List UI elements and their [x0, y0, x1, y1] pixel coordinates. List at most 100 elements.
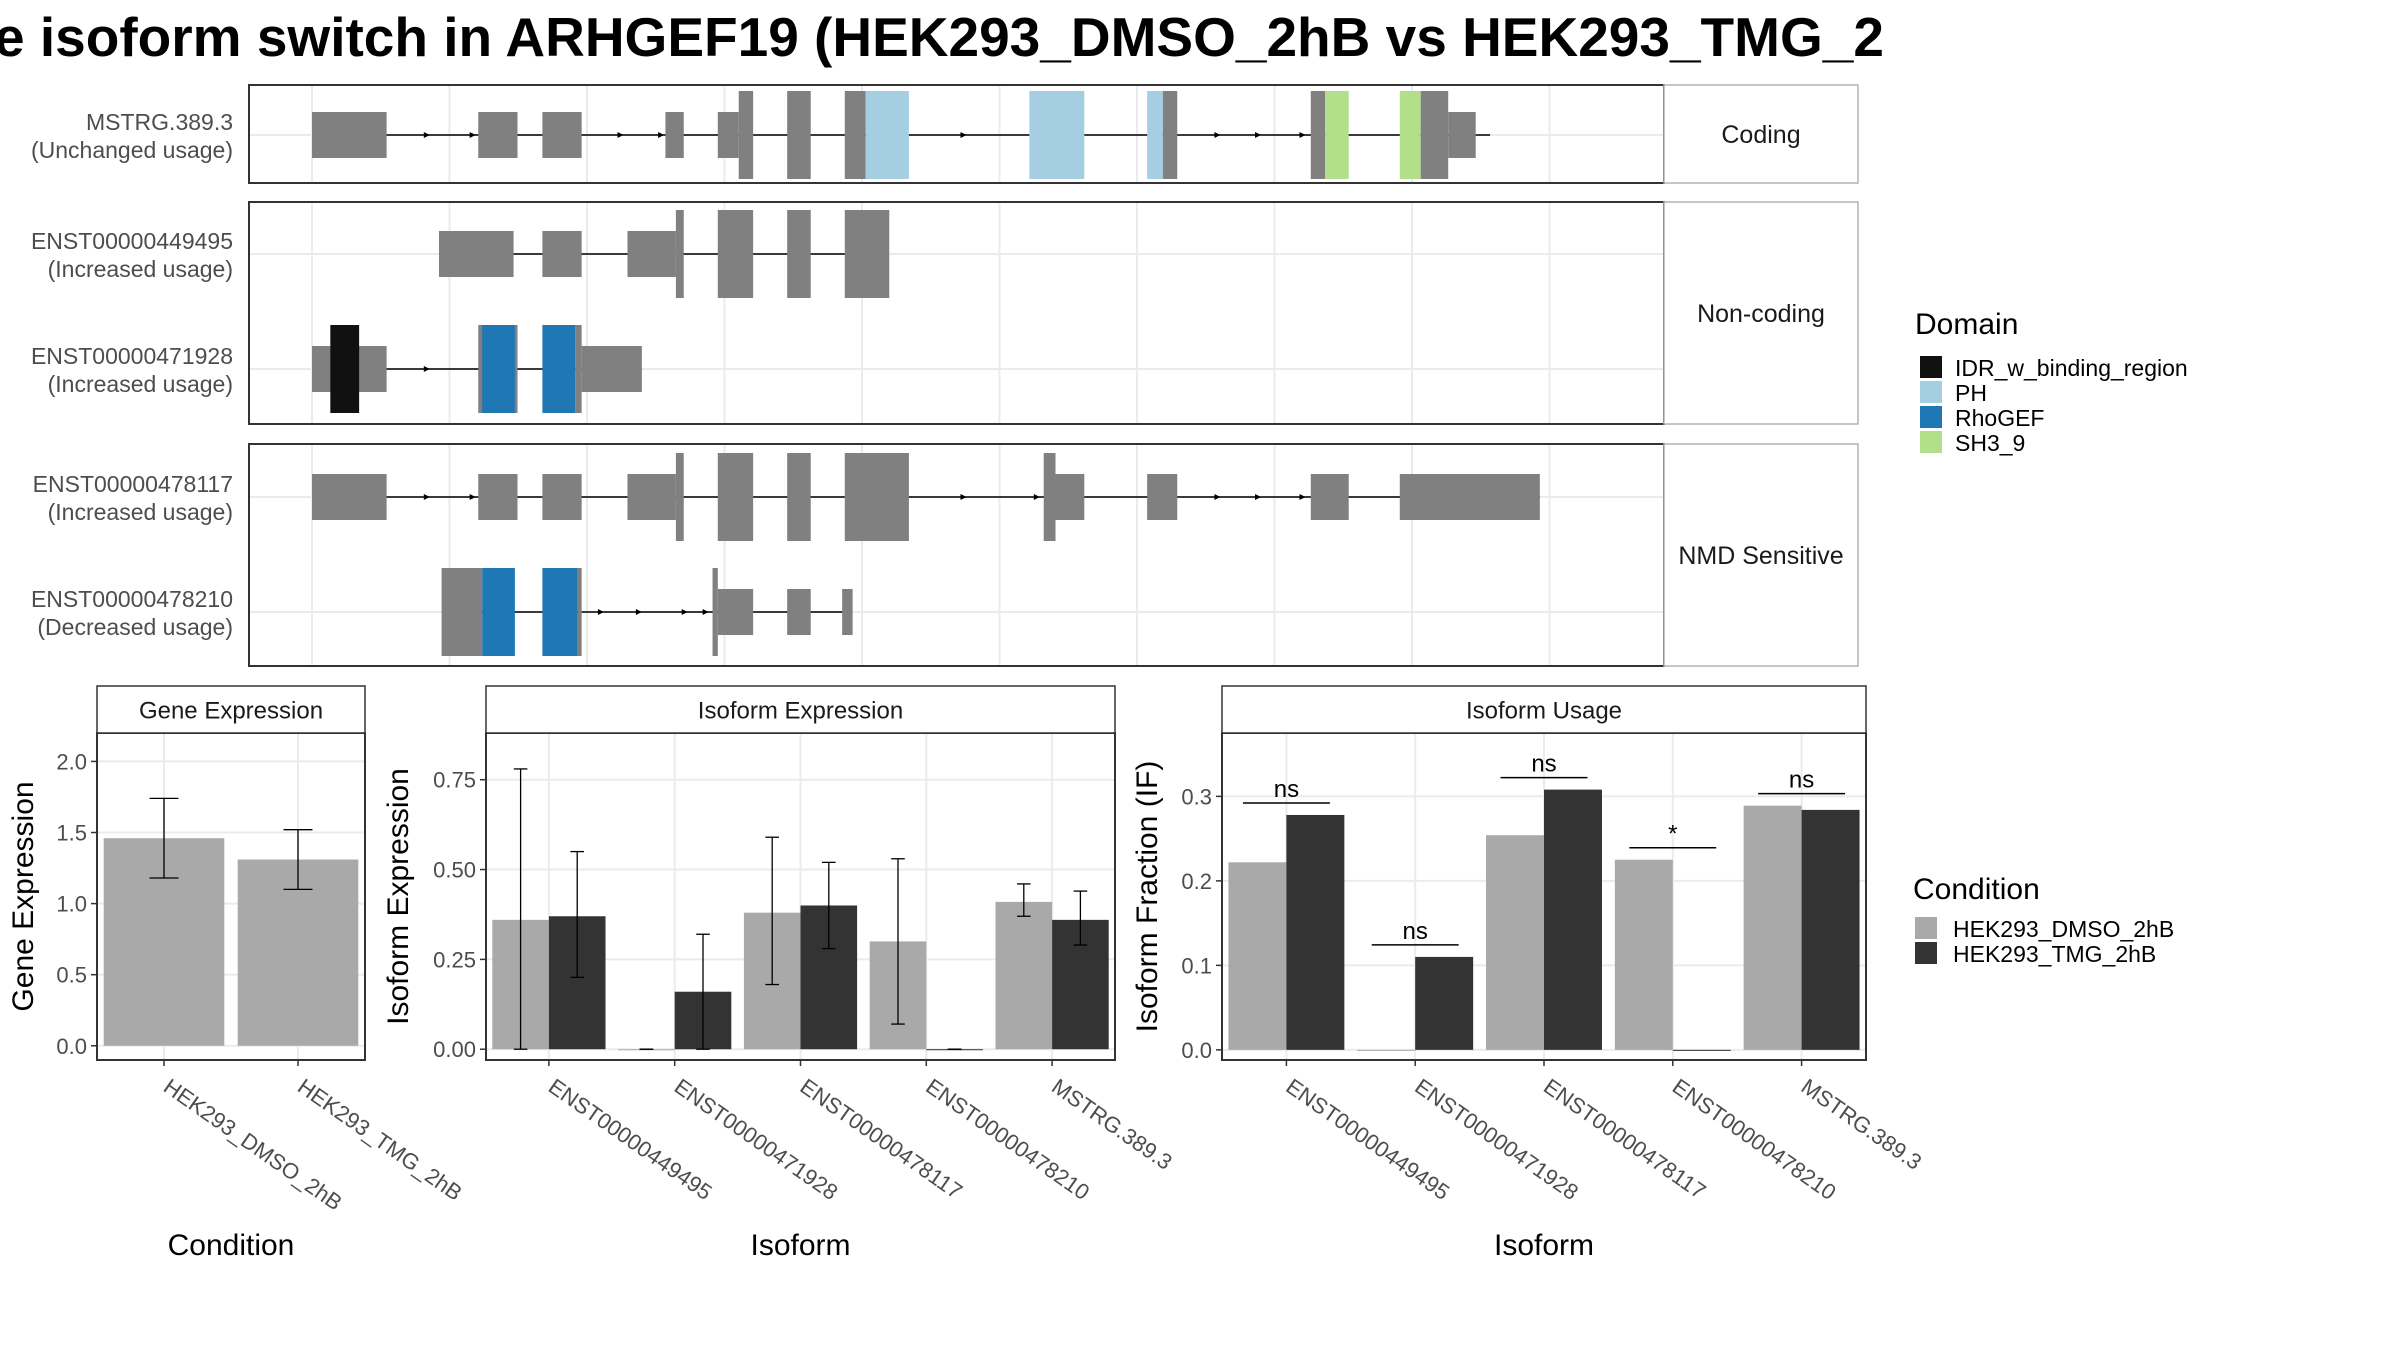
exon — [627, 231, 676, 277]
transcript-name: ENST00000478210 — [31, 586, 233, 612]
domain-legend-label: IDR_w_binding_region — [1955, 355, 2188, 381]
exon — [542, 474, 582, 520]
domain-legend-key — [1920, 431, 1942, 453]
isoform-expression-chart: 0.000.250.500.75ENST00000449495ENST00000… — [382, 685, 1177, 1262]
domain-segment — [1325, 91, 1349, 179]
domain-segment — [482, 325, 515, 413]
intron-arrow — [960, 494, 967, 500]
domain-legend-label: SH3_9 — [1955, 430, 2025, 456]
transcript-structure-plot: Coding MSTRG.389.3(Unchanged usage) Non-co… — [31, 84, 1859, 667]
intron-arrow — [658, 132, 665, 138]
chart-title: Isoform Usage — [1466, 698, 1622, 725]
intron-arrow — [702, 609, 709, 615]
domain-legend-label: RhoGEF — [1955, 405, 2044, 431]
transcript-usage: (Increased usage) — [48, 256, 233, 282]
bar — [1357, 1049, 1416, 1051]
domain-segment — [542, 568, 578, 656]
y-tick-label: 0.0 — [56, 1034, 87, 1059]
transcript-name: ENST00000449495 — [31, 228, 233, 254]
intron-arrow — [423, 366, 430, 372]
exon — [1310, 91, 1326, 179]
intron-arrow — [960, 132, 967, 138]
exon — [1420, 91, 1449, 179]
bar — [995, 901, 1053, 1050]
exon — [312, 112, 387, 158]
y-tick-label: 0.25 — [433, 947, 476, 972]
intron-arrow — [1255, 494, 1262, 500]
y-tick-label: 0.00 — [433, 1037, 476, 1062]
bar — [1415, 956, 1474, 1050]
exon — [441, 568, 483, 656]
facet-strip — [1221, 685, 1867, 734]
domain-segment — [865, 91, 909, 179]
bar — [1286, 814, 1345, 1050]
exon — [1043, 453, 1056, 541]
domain-segment — [1147, 91, 1163, 179]
exon — [844, 453, 909, 541]
x-axis-label: Isoform — [750, 1229, 850, 1262]
exon — [1399, 474, 1540, 520]
panel-strip-label: Non-coding — [1697, 300, 1825, 328]
exon — [717, 589, 754, 635]
bar — [1743, 805, 1802, 1050]
bar — [1801, 809, 1860, 1050]
exon — [577, 568, 582, 656]
y-axis-label: Gene Expression — [7, 781, 40, 1011]
condition-legend-key — [1915, 942, 1937, 964]
exon — [787, 210, 811, 298]
exon — [1055, 474, 1085, 520]
domain-legend-title: Domain — [1915, 308, 2018, 341]
significance-label: ns — [1403, 918, 1428, 945]
exon — [438, 231, 514, 277]
exon — [675, 453, 684, 541]
domain-legend-key — [1920, 356, 1942, 378]
intron-arrow — [423, 132, 430, 138]
domain-segment — [1029, 91, 1085, 179]
facet-strip — [96, 685, 366, 734]
intron-arrow — [617, 132, 624, 138]
transcript-usage: (Increased usage) — [48, 499, 233, 525]
y-tick-label: 0.50 — [433, 858, 476, 883]
intron-arrow — [1299, 132, 1306, 138]
intron-arrow — [1255, 132, 1262, 138]
exon — [1310, 474, 1349, 520]
exon — [717, 453, 754, 541]
intron-arrow — [1033, 494, 1040, 500]
transcript-usage: (Decreased usage) — [37, 614, 233, 640]
figure-title: e isoform switch in ARHGEF19 (HEK293_DMS… — [0, 6, 1884, 68]
intron-arrow — [597, 609, 604, 615]
transcript-name: ENST00000471928 — [31, 343, 233, 369]
bar — [1544, 789, 1602, 1050]
bar — [1486, 835, 1544, 1050]
exon — [1147, 474, 1178, 520]
exon — [581, 346, 642, 392]
panel-strip-label: NMD Sensitive — [1678, 542, 1843, 570]
x-axis-label: Condition — [168, 1229, 295, 1262]
significance-label: ns — [1274, 776, 1299, 803]
intron-arrow — [423, 494, 430, 500]
domain-segment — [330, 325, 360, 413]
x-tick-label: MSTRG.389.3 — [1797, 1074, 1927, 1175]
isoform-usage-chart: 0.00.10.20.3 nsENST00000449495nsENST00000… — [1131, 685, 1927, 1262]
condition-legend-label: HEK293_DMSO_2hB — [1953, 916, 2174, 942]
y-axis-label: Isoform Fraction (IF) — [1131, 761, 1164, 1033]
exon — [312, 474, 387, 520]
domain-segment — [482, 568, 515, 656]
exon — [738, 91, 754, 179]
exon — [787, 589, 811, 635]
exon — [542, 231, 582, 277]
intron-arrow — [1214, 494, 1221, 500]
y-tick-label: 0.5 — [56, 963, 87, 988]
exon — [844, 210, 890, 298]
exon — [675, 210, 684, 298]
condition-legend-label: HEK293_TMG_2hB — [1953, 941, 2156, 967]
bar — [237, 859, 359, 1046]
transcript-name: ENST00000478117 — [33, 471, 233, 497]
domain-legend-key — [1920, 381, 1942, 403]
y-tick-label: 0.2 — [1181, 869, 1212, 894]
exon — [717, 112, 739, 158]
significance-label: ns — [1789, 767, 1814, 794]
domain-segment — [1399, 91, 1421, 179]
bar — [1672, 1049, 1731, 1051]
